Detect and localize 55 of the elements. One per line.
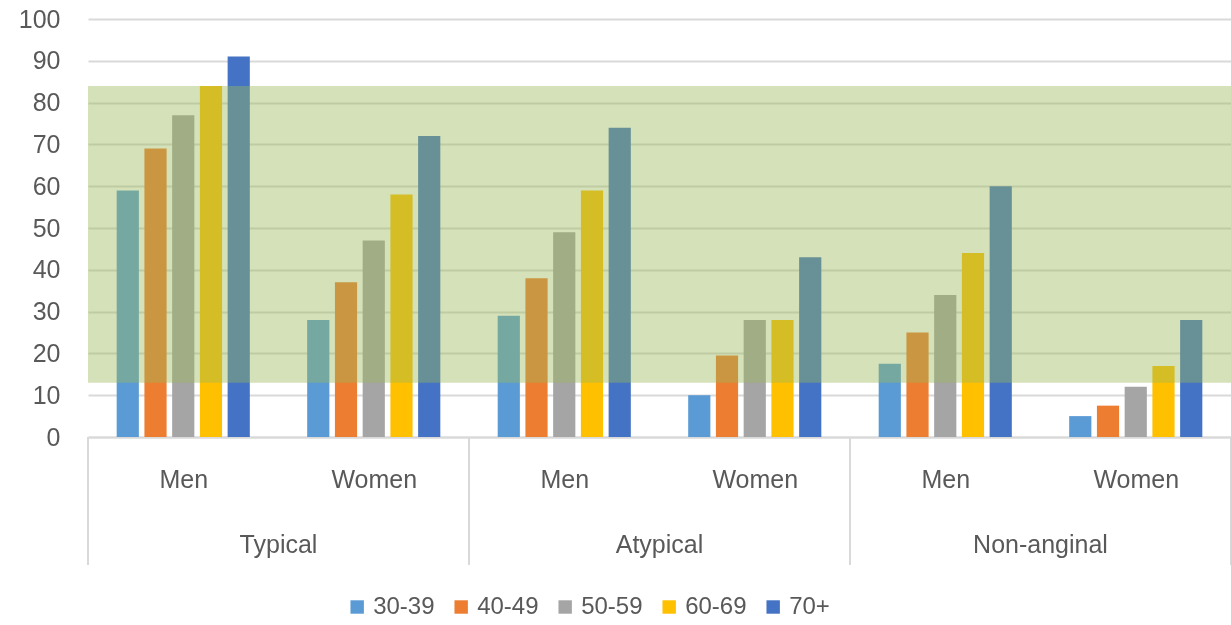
bar	[771, 319, 794, 437]
bar	[116, 190, 139, 437]
bar	[199, 85, 223, 437]
y-tick-label: 90	[32, 46, 61, 75]
bar	[1096, 405, 1120, 437]
legend-label: 70+	[789, 592, 830, 619]
y-tick-label: 0	[46, 422, 61, 451]
bar	[334, 282, 358, 437]
bar	[553, 232, 576, 437]
bar	[418, 136, 441, 437]
bar	[989, 186, 1012, 437]
bar	[608, 127, 631, 437]
legend-label: 50-59	[581, 592, 643, 619]
x-tick-label: Men	[540, 464, 590, 493]
y-tick-label: 70	[32, 129, 61, 158]
bar	[1152, 365, 1175, 437]
bar	[525, 278, 548, 437]
x-tick-label: Women	[712, 464, 799, 493]
bar	[362, 240, 385, 437]
bar	[307, 319, 330, 437]
legend-label: 60-69	[685, 592, 747, 619]
text: Non-anginal	[973, 530, 1108, 558]
bar	[961, 253, 985, 437]
bar	[1180, 319, 1203, 437]
bar	[390, 194, 413, 437]
y-tick-label: 20	[32, 338, 61, 367]
x-tick-label: Women	[1093, 464, 1180, 493]
bar	[743, 319, 766, 437]
bar	[144, 148, 167, 437]
y-tick-label: 50	[32, 213, 61, 242]
bar	[580, 190, 604, 437]
bar	[934, 294, 957, 437]
text: Typical	[239, 530, 318, 558]
bar	[799, 257, 822, 437]
x-tick-label: Men	[921, 464, 971, 493]
bar	[1069, 416, 1092, 437]
bar	[1124, 386, 1147, 437]
y-tick-label: 10	[32, 380, 61, 409]
y-tick-label: 80	[32, 88, 61, 117]
bar	[172, 115, 195, 437]
y-tick-label: 30	[32, 297, 61, 326]
y-tick-label: 100	[18, 4, 61, 33]
y-tick-label: 60	[32, 171, 61, 200]
x-tick-label: Men	[159, 464, 209, 493]
legend-label: 30-39	[373, 592, 435, 619]
bar	[906, 332, 929, 437]
bar	[688, 395, 711, 437]
bar	[227, 56, 250, 437]
y-tick-label: 40	[32, 255, 61, 284]
text: Atypical	[615, 530, 704, 558]
x-tick-label: Women	[331, 464, 418, 493]
bar	[497, 315, 520, 437]
bar	[715, 355, 739, 437]
legend-label: 40-49	[477, 592, 539, 619]
bar	[878, 363, 901, 437]
